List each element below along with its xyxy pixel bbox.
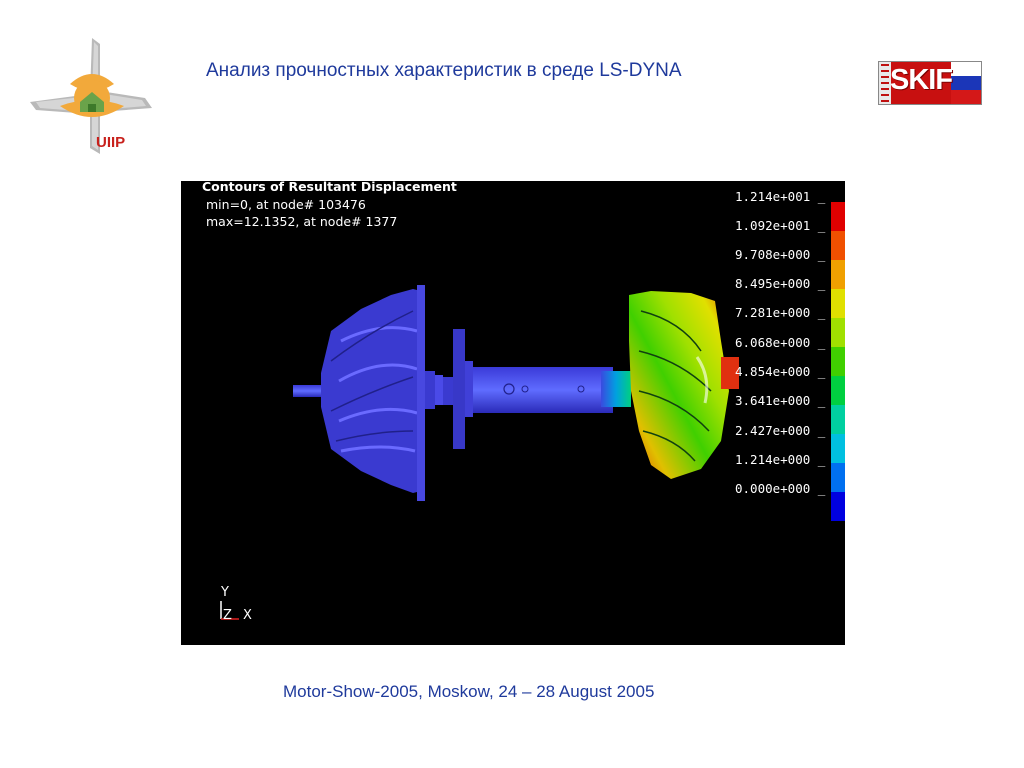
legend-label: 6.068e+000 _ [735, 335, 826, 350]
legend-swatch [831, 289, 845, 318]
uiip-logo-text: UIIP [96, 134, 126, 151]
legend-label: 8.495e+000 _ [735, 276, 826, 291]
axis-z-label: Z [223, 608, 232, 623]
footer-caption: Motor-Show-2005, Moskow, 24 – 28 August … [283, 682, 655, 701]
legend-label: 9.708e+000 _ [735, 247, 826, 262]
legend-swatch [831, 405, 845, 434]
legend-label: 4.854e+000 _ [735, 364, 826, 379]
axis-y-label: Y [221, 585, 229, 600]
legend-swatch [831, 260, 845, 289]
skif-logo [878, 61, 982, 105]
skif-logo-text: SKIF [890, 64, 953, 96]
legend-label: 1.092e+001 _ [735, 218, 826, 233]
contour-heading: Contours of Resultant Displacement [202, 181, 457, 194]
legend-swatch [831, 463, 845, 492]
legend-label: 3.641e+000 _ [735, 393, 826, 408]
slide-title: Анализ прочностных характеристик в среде… [206, 60, 682, 81]
legend-swatch [831, 347, 845, 376]
legend-label: 0.000e+000 _ [735, 481, 826, 496]
uiip-logo [30, 38, 152, 154]
axis-triad-icon [220, 601, 239, 620]
axis-x-label: X [243, 608, 252, 623]
legend-swatch [831, 492, 845, 521]
legend-swatch [831, 434, 845, 463]
legend-label: 2.427e+000 _ [735, 423, 826, 438]
legend-label: 1.214e+001 _ [735, 189, 826, 204]
legend-swatch [831, 318, 845, 347]
max-value-line: max=12.1352, at node# 1377 [206, 214, 398, 229]
simulation-viewport: Contours of Resultant Displacement min=0… [181, 181, 845, 645]
legend-swatch [831, 202, 845, 231]
legend-label: 1.214e+000 _ [735, 452, 826, 467]
legend-swatch [831, 376, 845, 405]
min-value-line: min=0, at node# 103476 [206, 197, 366, 212]
legend-label: 7.281e+000 _ [735, 305, 826, 320]
turbocharger-rotor-model [293, 285, 739, 501]
legend-swatch [831, 231, 845, 260]
